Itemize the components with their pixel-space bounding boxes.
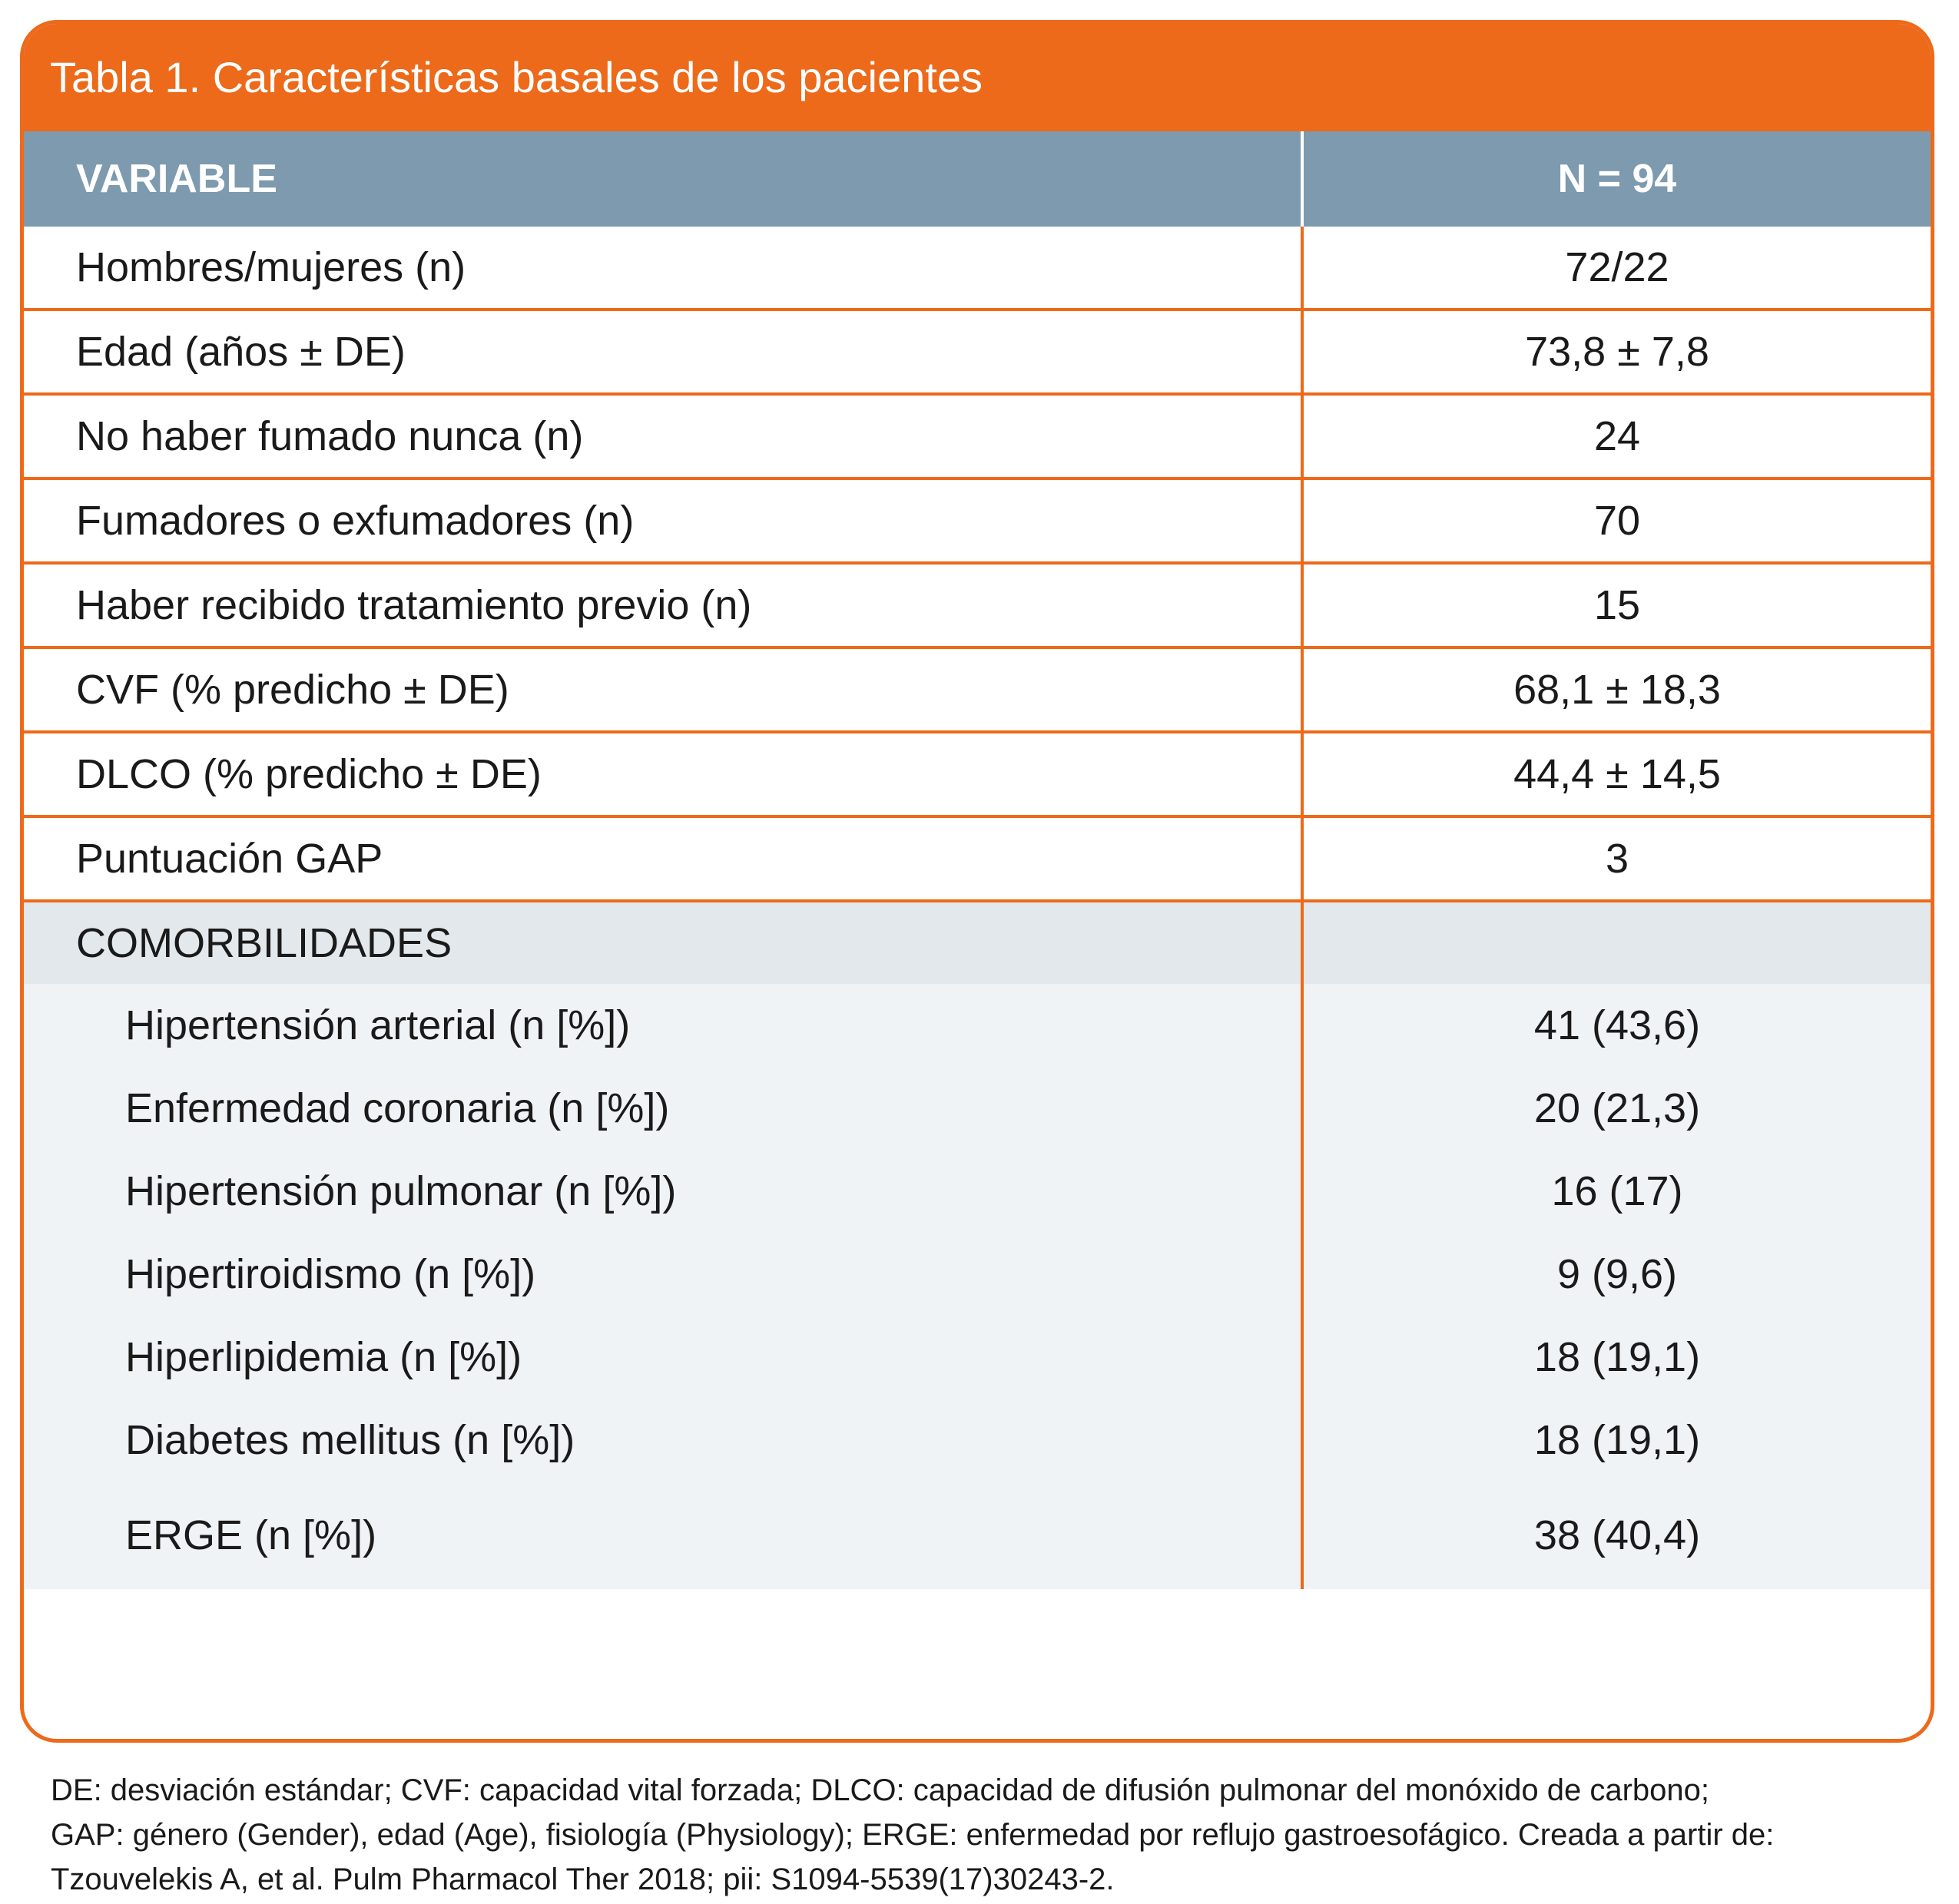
footnote-line: GAP: género (Gender), edad (Age), fisiol…: [51, 1818, 1775, 1852]
row-label: Hipertensión pulmonar (n [%]): [24, 1150, 1302, 1233]
row-label: Hiperlipidemia (n [%]): [24, 1316, 1302, 1399]
row-value: 20 (21,3): [1301, 1067, 1931, 1150]
row-value: 72/22: [1301, 227, 1931, 311]
row-label: Fumadores o exfumadores (n): [24, 478, 1302, 565]
table-row: Enfermedad coronaria (n [%]) 20 (21,3): [24, 1067, 1931, 1150]
row-value: 70: [1301, 478, 1931, 565]
table-row: Fumadores o exfumadores (n) 70: [24, 478, 1931, 565]
footnote-line: DE: desviación estándar; CVF: capacidad …: [51, 1773, 1710, 1807]
table-row: Diabetes mellitus (n [%]) 18 (19,1): [24, 1399, 1931, 1482]
row-label: Edad (años ± DE): [24, 310, 1302, 396]
row-value: 9 (9,6): [1301, 1233, 1931, 1316]
table-row: Hipertensión pulmonar (n [%]) 16 (17): [24, 1150, 1931, 1233]
row-value: 73,8 ± 7,8: [1301, 310, 1931, 396]
comorbidities-heading-row: COMORBILIDADES: [24, 901, 1931, 984]
table-row: Hombres/mujeres (n) 72/22: [24, 227, 1931, 311]
row-value: 16 (17): [1301, 1150, 1931, 1233]
header-row: VARIABLE N = 94: [24, 131, 1931, 227]
row-label: Diabetes mellitus (n [%]): [24, 1399, 1302, 1482]
row-label: Enfermedad coronaria (n [%]): [24, 1067, 1302, 1150]
row-label: No haber fumado nunca (n): [24, 394, 1302, 480]
table-row: Edad (años ± DE) 73,8 ± 7,8: [24, 310, 1931, 396]
row-value: 24: [1301, 394, 1931, 480]
row-value: 15: [1301, 563, 1931, 649]
row-value: 3: [1301, 816, 1931, 902]
row-label: Hipertiroidismo (n [%]): [24, 1233, 1302, 1316]
table-frame: Tabla 1. Características basales de los …: [20, 20, 1934, 1743]
row-value: 18 (19,1): [1301, 1399, 1931, 1482]
comorbidities-heading: COMORBILIDADES: [24, 901, 1302, 984]
row-value: 44,4 ± 14,5: [1301, 732, 1931, 818]
row-label: ERGE (n [%]): [24, 1482, 1302, 1589]
table-row: Puntuación GAP 3: [24, 816, 1931, 902]
table-row: DLCO (% predicho ± DE) 44,4 ± 14,5: [24, 732, 1931, 818]
row-label: Haber recibido tratamiento previo (n): [24, 563, 1302, 649]
row-value: 68,1 ± 18,3: [1301, 647, 1931, 733]
row-value: 38 (40,4): [1301, 1482, 1931, 1589]
column-header-variable: VARIABLE: [24, 131, 1304, 227]
table-title: Tabla 1. Características basales de los …: [24, 24, 1931, 131]
footnote: DE: desviación estándar; CVF: capacidad …: [51, 1768, 1925, 1902]
footnote-line: Tzouvelekis A, et al. Pulm Pharmacol The…: [51, 1863, 1115, 1896]
table-row: CVF (% predicho ± DE) 68,1 ± 18,3: [24, 647, 1931, 733]
characteristics-table: VARIABLE N = 94 Hombres/mujeres (n) 72/2…: [24, 131, 1931, 1589]
row-label: Hombres/mujeres (n): [24, 227, 1302, 311]
row-label: DLCO (% predicho ± DE): [24, 732, 1302, 818]
comorbidities-heading-value: [1301, 901, 1931, 984]
table-row: Haber recibido tratamiento previo (n) 15: [24, 563, 1931, 649]
table-row: ERGE (n [%]) 38 (40,4): [24, 1482, 1931, 1589]
column-header-n: N = 94: [1302, 131, 1931, 227]
row-value: 41 (43,6): [1301, 984, 1931, 1067]
row-label: CVF (% predicho ± DE): [24, 647, 1302, 733]
row-value: 18 (19,1): [1301, 1316, 1931, 1399]
table-row: Hipertensión arterial (n [%]) 41 (43,6): [24, 984, 1931, 1067]
table-row: Hipertiroidismo (n [%]) 9 (9,6): [24, 1233, 1931, 1316]
table-row: No haber fumado nunca (n) 24: [24, 394, 1931, 480]
row-label: Hipertensión arterial (n [%]): [24, 984, 1302, 1067]
row-label: Puntuación GAP: [24, 816, 1302, 902]
table-row: Hiperlipidemia (n [%]) 18 (19,1): [24, 1316, 1931, 1399]
